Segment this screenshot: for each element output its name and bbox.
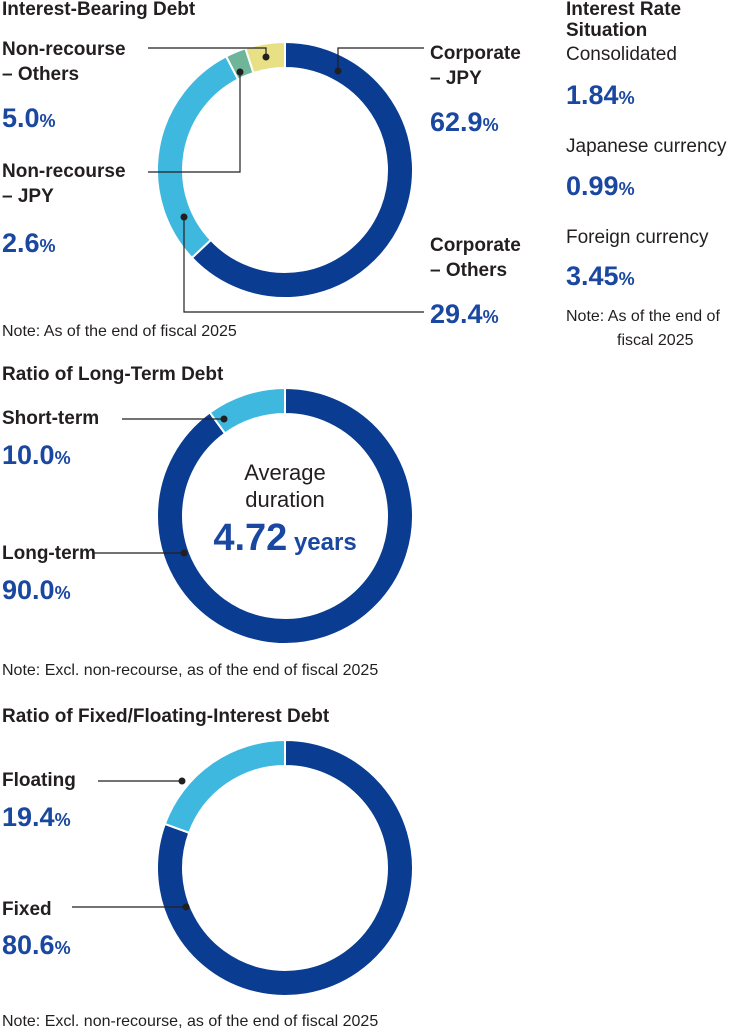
corp-jpy-leader xyxy=(337,47,424,71)
label-nr-others: Non-recourse – Others xyxy=(2,39,126,85)
note-interest-bearing: Note: As of the end of fiscal 2025 xyxy=(2,323,237,340)
value-short-term: 10.0% xyxy=(2,440,71,470)
consolidated-value: 1.84% xyxy=(566,80,635,110)
donut-fixed-floating xyxy=(156,738,414,997)
label-fixed: Fixed xyxy=(2,899,52,920)
value-fixed: 80.6% xyxy=(2,930,71,960)
value-corp-others: 29.4% xyxy=(430,299,499,329)
jpy-value: 0.99% xyxy=(566,171,635,201)
value-corp-jpy: 62.9% xyxy=(430,107,499,137)
nr-others-dot xyxy=(262,53,270,61)
label-short-term: Short-term xyxy=(2,408,100,429)
note-fixed-floating: Note: Excl. non-recourse, as of the end … xyxy=(2,1013,379,1030)
nr-jpy-dot xyxy=(236,68,244,76)
leader-lines xyxy=(72,47,424,911)
long-term-dot xyxy=(180,549,188,557)
foreign-value: 3.45% xyxy=(566,261,635,291)
foreign-label: Foreign currency xyxy=(566,227,709,248)
fixed-floating-slice-floating xyxy=(163,738,286,835)
note-interest-rate: Note: As of the end of fiscal 2025 xyxy=(566,308,720,349)
floating-dot xyxy=(178,777,186,785)
donut-long-term xyxy=(156,386,414,645)
corp-jpy-dot xyxy=(334,67,342,75)
average-duration-value: 4.72 years xyxy=(213,517,357,559)
jpy-label: Japanese currency xyxy=(566,136,727,157)
short-term-dot xyxy=(220,415,228,423)
label-long-term: Long-term xyxy=(2,543,96,564)
label-corp-others: Corporate – Others xyxy=(430,235,521,281)
value-nr-jpy: 2.6% xyxy=(2,228,56,258)
long-term-slice-long-term xyxy=(156,386,414,645)
corp-others-leader xyxy=(183,217,424,313)
long-term-title: Ratio of Long-Term Debt xyxy=(2,364,224,385)
interest-bearing-slice-corporate-jpy xyxy=(190,40,414,299)
fixed-floating-slice-fixed xyxy=(156,738,414,997)
label-floating: Floating xyxy=(2,770,76,791)
interest-bearing-slice-corporate-others xyxy=(156,54,240,260)
donut-interest-bearing xyxy=(156,40,414,299)
fixed-dot xyxy=(182,903,190,911)
note-long-term: Note: Excl. non-recourse, as of the end … xyxy=(2,662,379,679)
average-duration-label: Average duration xyxy=(244,460,326,512)
value-long-term: 90.0% xyxy=(2,575,71,605)
interest-bearing-title: Interest-Bearing Debt xyxy=(2,0,196,20)
long-term-slice-short-term xyxy=(208,386,286,435)
value-floating: 19.4% xyxy=(2,802,71,832)
interest-rate-title: Interest Rate Situation xyxy=(566,0,682,41)
corp-others-dot xyxy=(180,213,188,221)
value-nr-others: 5.0% xyxy=(2,103,56,133)
label-corp-jpy: Corporate – JPY xyxy=(430,43,521,89)
nr-jpy-leader xyxy=(148,72,241,173)
fixed-floating-title: Ratio of Fixed/Floating-Interest Debt xyxy=(2,706,330,727)
label-nr-jpy: Non-recourse – JPY xyxy=(2,161,126,207)
consolidated-label: Consolidated xyxy=(566,44,677,65)
